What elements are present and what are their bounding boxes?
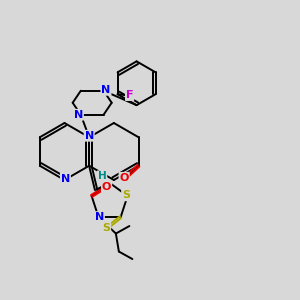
Text: N: N [74, 110, 83, 120]
Text: S: S [102, 223, 110, 233]
Text: O: O [102, 182, 111, 192]
Text: N: N [95, 212, 104, 222]
Text: H: H [98, 171, 106, 181]
Text: N: N [61, 173, 70, 184]
Text: N: N [101, 85, 111, 95]
Text: S: S [122, 190, 130, 200]
Text: N: N [85, 131, 94, 141]
Text: O: O [119, 173, 129, 183]
Text: F: F [126, 90, 134, 100]
